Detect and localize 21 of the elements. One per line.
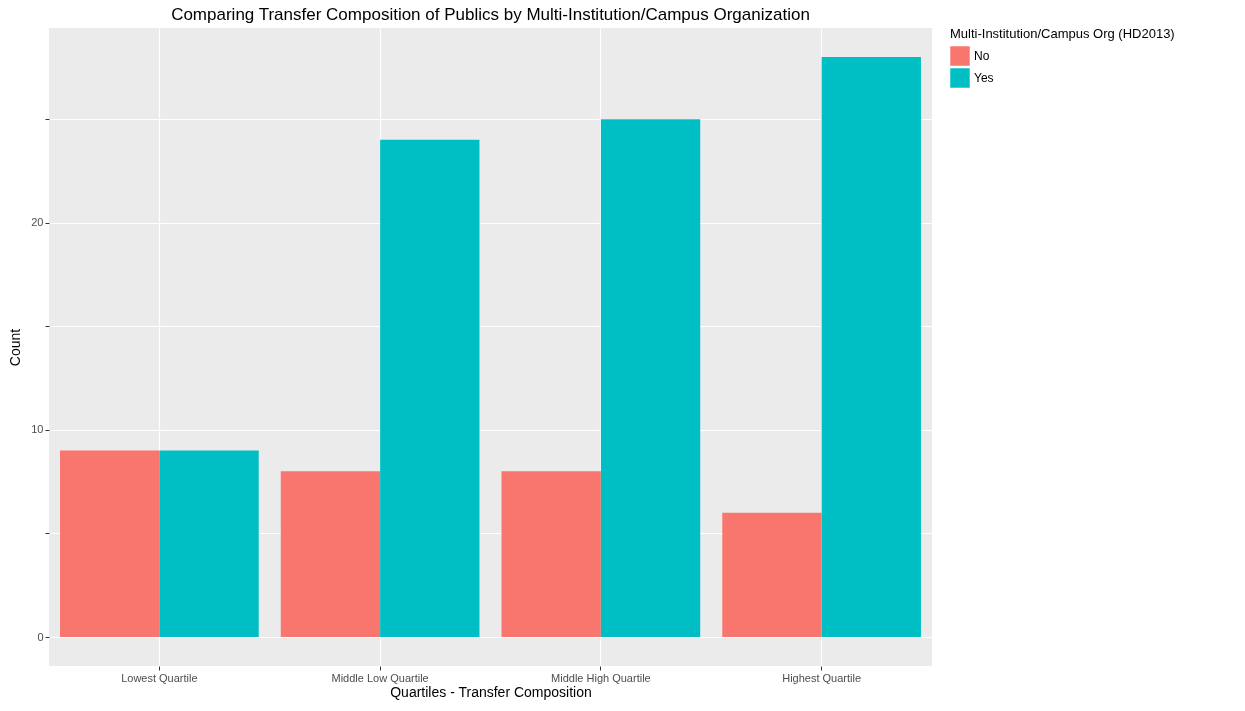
- bar: [600, 119, 701, 637]
- x-tick-label: Middle High Quartile: [551, 671, 651, 684]
- x-tick-label: Middle Low Quartile: [331, 671, 429, 684]
- bar: [159, 450, 259, 637]
- bar: [60, 450, 160, 637]
- bar: [501, 471, 601, 637]
- y-tick-label: 20: [31, 216, 44, 229]
- bar: [280, 471, 381, 637]
- y-tick-label: 10: [31, 423, 44, 436]
- chart-title: Comparing Transfer Composition of Publics by Multi-Institution/Campus Organization: [171, 5, 810, 24]
- legend-title: Multi-Institution/Campus Org (HD2013): [950, 26, 1175, 41]
- x-tick-label: Lowest Quartile: [121, 671, 198, 684]
- bar: [821, 57, 921, 637]
- legend-label: Yes: [974, 71, 994, 85]
- y-axis-title: Count: [7, 328, 24, 367]
- y-tick-label: 0: [37, 630, 44, 643]
- x-axis-title: Quartiles - Transfer Composition: [390, 683, 592, 700]
- bar: [722, 512, 822, 637]
- bar: [380, 139, 480, 637]
- x-tick-label: Highest Quartile: [782, 671, 862, 684]
- legend-label: No: [974, 49, 990, 63]
